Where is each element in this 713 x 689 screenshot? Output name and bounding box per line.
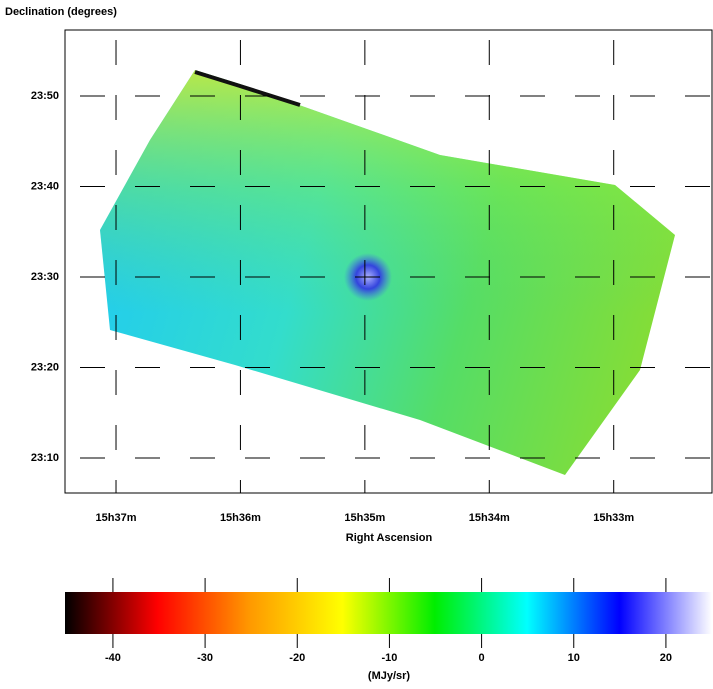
plot-frame bbox=[64, 29, 713, 494]
y-tick-label: 23:20 bbox=[31, 361, 59, 373]
colorbar-tick-label: 0 bbox=[479, 652, 485, 664]
colorbar-label: (MJy/sr) bbox=[368, 670, 411, 682]
y-tick-label: 23:50 bbox=[31, 90, 59, 102]
x-tick-label: 15h36m bbox=[220, 512, 261, 524]
x-tick-label: 15h33m bbox=[593, 512, 634, 524]
x-tick-label: 15h34m bbox=[469, 512, 510, 524]
y-tick-label: 23:40 bbox=[31, 180, 59, 192]
y-tick-label: 23:10 bbox=[31, 452, 59, 464]
image-edge bbox=[194, 70, 301, 107]
y-axis-label: Declination (degrees) bbox=[5, 6, 117, 18]
x-tick-label: 15h37m bbox=[96, 512, 137, 524]
colorbar-tick-label: -30 bbox=[197, 652, 213, 664]
colorbar-tick-label: -20 bbox=[289, 652, 305, 664]
colorbar-tick-label: -40 bbox=[105, 652, 121, 664]
colorbar-tick-label: 20 bbox=[660, 652, 672, 664]
colorbar-tick-label: 10 bbox=[568, 652, 580, 664]
colorbar bbox=[65, 592, 712, 634]
x-axis-label: Right Ascension bbox=[346, 532, 433, 544]
y-tick-label: 23:30 bbox=[31, 271, 59, 283]
x-tick-label: 15h35m bbox=[344, 512, 385, 524]
colorbar-tick-label: -10 bbox=[381, 652, 397, 664]
